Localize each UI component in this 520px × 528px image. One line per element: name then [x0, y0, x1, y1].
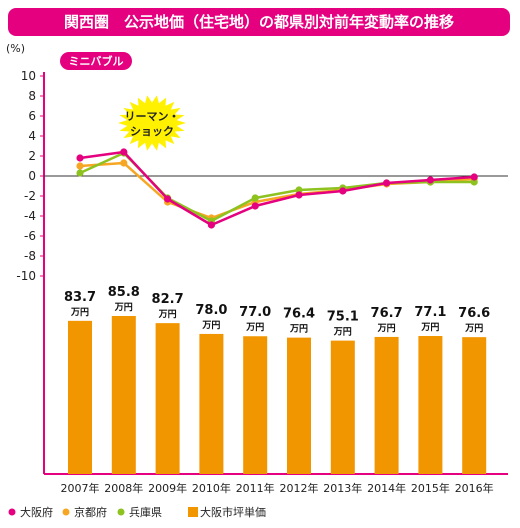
series-point-osaka-pref [470, 173, 478, 181]
page-title: 関西圏 公示地価（住宅地）の都県別対前年変動率の推移 [8, 8, 510, 36]
series-point-osaka-pref [164, 195, 172, 203]
series-line-hyogo [79, 151, 475, 223]
legend-label: 兵庫県 [129, 505, 162, 519]
bar-osaka-city [155, 323, 180, 474]
y-tick-label: 10 [21, 69, 36, 83]
x-tick-label: 2012年 [280, 481, 319, 495]
bar-osaka-city [462, 337, 487, 474]
bar-unit-label: 万円 [158, 309, 177, 320]
bar-unit-label: 万円 [333, 327, 352, 338]
svg-text:ショック: ショック [130, 125, 174, 138]
y-tick-label: 2 [28, 149, 36, 163]
lehman-shock-callout: リーマン・ ショック [118, 95, 186, 151]
x-tick-label: 2013年 [323, 481, 362, 495]
bar-unit-label: 万円 [201, 320, 220, 331]
x-tick-label: 2011年 [236, 481, 275, 495]
bar-value-label: 85.8 [108, 285, 140, 300]
series-point-osaka-pref [383, 179, 391, 187]
bar-value-label: 76.6 [458, 306, 490, 321]
series-point-hyogo [295, 186, 303, 194]
series-line-kyoto [79, 161, 475, 220]
y-tick-label: 4 [28, 129, 36, 143]
y-axis-label: (%) [6, 42, 25, 55]
series-point-kyoto [120, 159, 128, 167]
bar-unit-label: 万円 [289, 324, 308, 335]
bar-osaka-city [111, 316, 136, 474]
series-point-osaka-pref [207, 221, 215, 229]
bar-unit-label: 万円 [464, 323, 483, 334]
y-tick-label: 6 [28, 109, 36, 123]
series-point-osaka-pref [120, 148, 128, 156]
bar-value-label: 77.1 [414, 305, 446, 320]
svg-text:ミニバブル: ミニバブル [69, 54, 124, 68]
x-tick-label: 2009年 [148, 481, 187, 495]
bar-value-label: 78.0 [195, 303, 227, 318]
mini-bubble-label: ミニバブル [60, 52, 132, 70]
series-point-hyogo [76, 169, 84, 177]
bar-value-label: 83.7 [64, 290, 96, 305]
y-tick-label: -10 [16, 269, 36, 283]
x-tick-label: 2008年 [104, 481, 143, 495]
legend-label: 大阪府 [20, 505, 53, 519]
bar-osaka-city [374, 336, 399, 474]
bar-unit-label: 万円 [70, 307, 89, 318]
bar-osaka-city [287, 337, 311, 474]
series-point-osaka-pref [295, 191, 303, 199]
bar-osaka-city [330, 340, 355, 474]
series-point-osaka-pref [251, 202, 259, 210]
bar-osaka-city [418, 336, 443, 474]
bar-unit-label: 万円 [420, 322, 439, 333]
series-line-osaka-pref [79, 150, 475, 227]
bar-osaka-city [243, 336, 268, 474]
bar-unit-label: 万円 [377, 323, 396, 334]
legend-marker [62, 508, 70, 516]
series-point-osaka-pref [76, 154, 84, 162]
legend-label: 京都府 [74, 505, 107, 519]
series-point-osaka-pref [426, 176, 434, 184]
series-point-osaka-pref [339, 187, 347, 195]
bar-value-label: 82.7 [152, 292, 184, 307]
svg-text:リーマン・: リーマン・ [125, 110, 180, 123]
y-tick-label: -4 [24, 209, 36, 223]
series-point-hyogo [251, 194, 259, 202]
bar-unit-label: 万円 [114, 302, 133, 313]
x-tick-label: 2015年 [411, 481, 450, 495]
legend-label: 大阪市坪単価 [200, 505, 266, 519]
bar-value-label: 76.4 [283, 307, 315, 322]
x-tick-label: 2010年 [192, 481, 231, 495]
y-tick-label: -2 [24, 189, 36, 203]
legend-marker [117, 508, 125, 516]
series-point-hyogo [470, 178, 478, 186]
y-tick-label: -6 [24, 229, 36, 243]
bar-unit-label: 万円 [245, 322, 264, 333]
y-tick-label: 0 [28, 169, 36, 183]
bar-value-label: 75.1 [327, 310, 359, 325]
series-point-kyoto [76, 162, 84, 170]
x-tick-label: 2016年 [455, 481, 494, 495]
bar-osaka-city [68, 320, 92, 474]
legend-marker [188, 507, 198, 517]
y-tick-label: 8 [28, 89, 36, 103]
bar-osaka-city [199, 333, 224, 474]
bar-value-label: 76.7 [371, 306, 403, 321]
x-tick-label: 2007年 [61, 481, 100, 495]
x-tick-label: 2014年 [367, 481, 406, 495]
y-tick-label: -8 [24, 249, 36, 263]
bar-value-label: 77.0 [239, 305, 271, 320]
legend-marker [8, 508, 16, 516]
